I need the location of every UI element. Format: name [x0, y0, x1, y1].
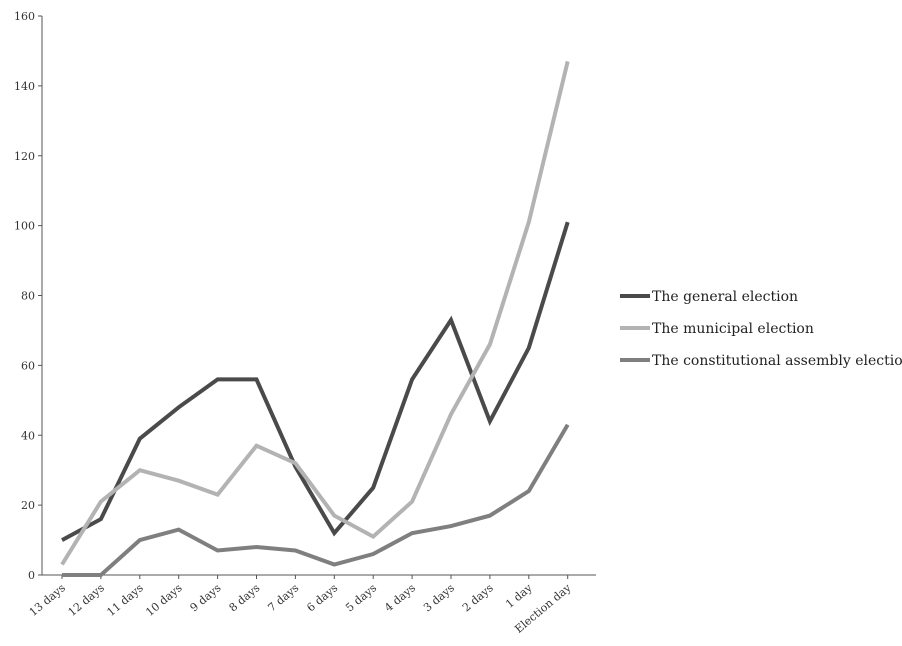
series-line-1 — [61, 221, 570, 542]
legend-label-3: The constitutional assembly election — [652, 353, 902, 369]
legend-label-1: The general election — [652, 289, 798, 305]
y-tick-label: 100 — [14, 220, 35, 233]
x-tick-label: 1 day — [503, 581, 535, 611]
series-line-3 — [62, 423, 570, 577]
x-tick-label: 10 days — [143, 581, 185, 619]
series-layer — [60, 60, 570, 577]
x-tick-label: 8 days — [227, 581, 263, 614]
y-tick-label: 40 — [21, 429, 35, 442]
x-tick-label: 4 days — [382, 581, 418, 614]
x-tick-label: 2 days — [460, 581, 496, 614]
x-tick-label: 5 days — [343, 581, 379, 614]
y-tick-label: 20 — [21, 499, 35, 512]
y-tick-label: 60 — [21, 359, 35, 372]
x-tick-label: 3 days — [421, 581, 457, 614]
legend: The general election The municipal electi… — [620, 289, 902, 369]
x-tick-label: 11 days — [104, 581, 146, 619]
x-tick-label: 6 days — [304, 581, 340, 614]
y-tick-label: 80 — [21, 290, 35, 303]
legend-label-2: The municipal election — [652, 321, 814, 337]
x-tick-label: 12 days — [66, 581, 108, 619]
x-tick-label: 9 days — [188, 581, 224, 614]
y-tick-label: 0 — [28, 569, 35, 582]
y-tick-label: 140 — [14, 80, 35, 93]
series-line-2 — [60, 60, 570, 566]
y-tick-label: 120 — [14, 150, 35, 163]
y-tick-label: 160 — [14, 10, 35, 23]
x-tick-label: 13 days — [27, 581, 69, 619]
x-tick-label: 7 days — [265, 581, 301, 614]
